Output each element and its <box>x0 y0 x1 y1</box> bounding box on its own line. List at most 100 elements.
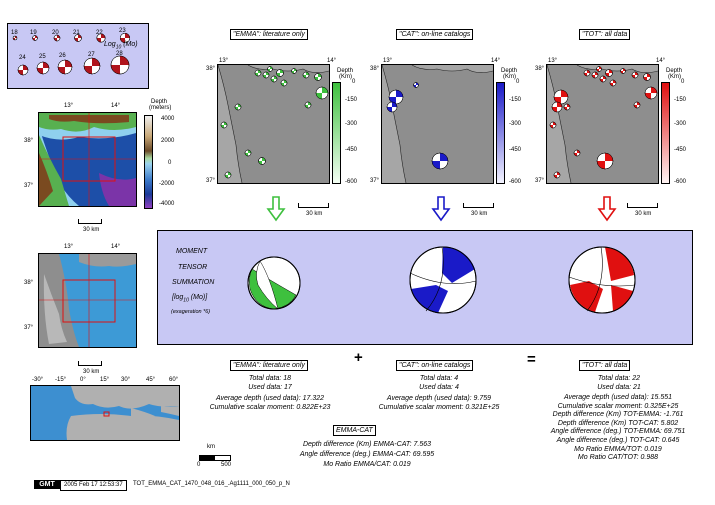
equals-sign: = <box>527 351 536 368</box>
stats-title-tot: "TOT": all data <box>579 360 631 371</box>
tot-cbar-tick-1: -150 <box>674 97 687 103</box>
summation-line5: (exageration *6) <box>171 309 211 315</box>
depth-cbar-tick-1: 2000 <box>161 138 175 144</box>
world-anatolia <box>131 408 155 420</box>
km-tick-0: 0 <box>197 462 201 468</box>
emma-cbar-tick-0: 0 <box>352 79 356 85</box>
map-tot-event-10 <box>620 68 626 74</box>
bathymetry-colorbar <box>144 115 153 209</box>
tot-colorbar <box>661 82 670 184</box>
world-lon-tick-1: -15° <box>55 377 67 383</box>
footer-filename: TOT_EMMA_CAT_1470_048_016_.Ag1111_000_05… <box>133 481 290 487</box>
loc-map-lat-38: 38° <box>24 280 34 286</box>
loc-tunisia-relief <box>43 274 67 344</box>
cat-scale-label: 30 km <box>471 211 488 217</box>
tot-scalebar <box>627 203 658 208</box>
legend-row1-label-4: 22 <box>96 30 103 36</box>
legend-row1-label-3: 21 <box>73 30 80 36</box>
tot-mo-ratio-cat: Mo Ratio CAT/TOT: 0.988 <box>577 454 659 462</box>
world-lon-tick-2: 0° <box>80 377 86 383</box>
emma-total: Total data: 18 <box>248 375 292 382</box>
map-emma-event-9 <box>314 73 322 81</box>
emma-cat-angle-diff: Angle difference (deg.) EMMA-CAT: 69.595 <box>299 451 435 458</box>
loc-map-lon-13: 13° <box>64 244 74 250</box>
emma-map-image <box>218 65 329 183</box>
tot-map-lon-13: 13° <box>548 58 558 64</box>
map-tot-event-15 <box>549 121 557 129</box>
legend-row2-label-1: 25 <box>39 54 46 60</box>
panel-title-tot: "TOT": all data <box>579 29 631 40</box>
tot-depth-diff-cat: Depth difference (Km) TOT-CAT: 5.802 <box>557 419 679 427</box>
map-tot-event-4 <box>583 69 591 77</box>
map-emma-event-10 <box>315 86 329 100</box>
legend-ball-row2-4 <box>110 55 130 75</box>
map-tot-event-14 <box>633 101 641 109</box>
tot-stats: Total data: 22 Used data: 21 <box>560 375 678 392</box>
depth-cbar-tick-3: -2000 <box>159 181 175 187</box>
gmt-logo: GMT <box>34 480 60 489</box>
magnitude-legend-symbols <box>12 32 131 76</box>
emma-map <box>217 64 330 184</box>
cat-used: Used data: 4 <box>419 383 459 391</box>
beachball-cat <box>409 246 477 314</box>
arrow-down-tot-icon <box>597 196 617 222</box>
bathy-tunisia-mountains <box>39 153 53 206</box>
depth-cbar-tick-0: 4000 <box>161 116 175 122</box>
emma-cbar-tick-2: -300 <box>345 121 358 127</box>
tot-map-lat-37: 37° <box>535 178 545 184</box>
plus-sign: + <box>354 349 363 366</box>
map-emma-event-11 <box>304 101 312 109</box>
map-tot-event-5 <box>591 71 599 79</box>
world-europe <box>71 386 179 409</box>
map-emma-event-15 <box>224 171 232 179</box>
world-lon-tick-6: 60° <box>169 377 179 383</box>
map-tot-event-2 <box>596 152 614 170</box>
emma-map-lon-13: 13° <box>219 58 229 64</box>
cat-total: Total data: 4 <box>419 375 459 382</box>
map-tot-coastline-west <box>547 65 572 183</box>
tot-angle-diff-cat: Angle difference (deg.) TOT-CAT: 0.645 <box>556 436 680 444</box>
summation-line2: TENSOR <box>178 264 208 271</box>
summation-line4: [log10 (Mo)] <box>172 294 208 304</box>
cat-cbar-title: Depth <box>501 68 518 74</box>
map-tot-event-6 <box>596 66 602 72</box>
depth-map-lat-37: 37° <box>24 183 34 189</box>
depth-map-lon-13: 13° <box>64 103 74 109</box>
emma-scale-label: 30 km <box>306 211 323 217</box>
cat-stats-2: Average depth (used data): 9.759 Cumulat… <box>358 395 520 412</box>
map-emma-tunisia-coast <box>218 65 242 183</box>
map-emma-event-1 <box>254 69 262 77</box>
cat-depth: Average depth (used data): 9.759 <box>386 395 492 402</box>
tot-used: Used data: 21 <box>597 383 641 391</box>
world-map-image <box>31 386 179 440</box>
map-tot-event-13 <box>644 86 658 100</box>
map-emma-event-8 <box>302 71 310 79</box>
world-lon-tick-4: 30° <box>121 377 131 383</box>
map-cat-coastline-west <box>382 65 407 183</box>
emma-cat-stats: Depth difference (Km) EMMA-CAT: 7.563 An… <box>262 440 472 470</box>
map-tot-tunisia-coast <box>547 65 571 183</box>
bathymetry-map <box>38 112 137 207</box>
map-tot-event-3 <box>563 103 571 111</box>
tot-angle-diff-emma: Angle difference (deg.) TOT-EMMA: 69.751 <box>550 428 686 436</box>
emma-cbar-tick-1: -150 <box>345 97 358 103</box>
tot-scale-label: 30 km <box>635 211 652 217</box>
loc-map-scale-label: 30 km <box>83 369 100 375</box>
map-emma-event-13 <box>244 149 252 157</box>
tot-cbar-tick-2: -300 <box>674 121 687 127</box>
summation-line3: SUMMATION <box>172 279 215 286</box>
tot-mo-ratio-emma: Mo Ratio EMMA/TOT: 0.019 <box>574 445 662 453</box>
legend-ball-row1-4 <box>96 33 106 43</box>
emma-colorbar <box>332 82 341 184</box>
emma-map-lat-37: 37° <box>206 178 216 184</box>
map-emma-event-5 <box>276 69 284 77</box>
depth-map-scale-label: 30 km <box>83 227 100 233</box>
map-tot-event-17 <box>553 171 561 179</box>
beachball-tot <box>568 246 636 314</box>
legend-row2-label-0: 24 <box>19 55 26 61</box>
loc-map-lat-37: 37° <box>24 325 34 331</box>
map-tot-event-1 <box>551 101 563 113</box>
legend-ball-row2-0 <box>17 64 29 76</box>
tot-map <box>546 64 659 184</box>
emma-stats-2: Average depth (used data): 17.322 Cumula… <box>190 395 350 412</box>
